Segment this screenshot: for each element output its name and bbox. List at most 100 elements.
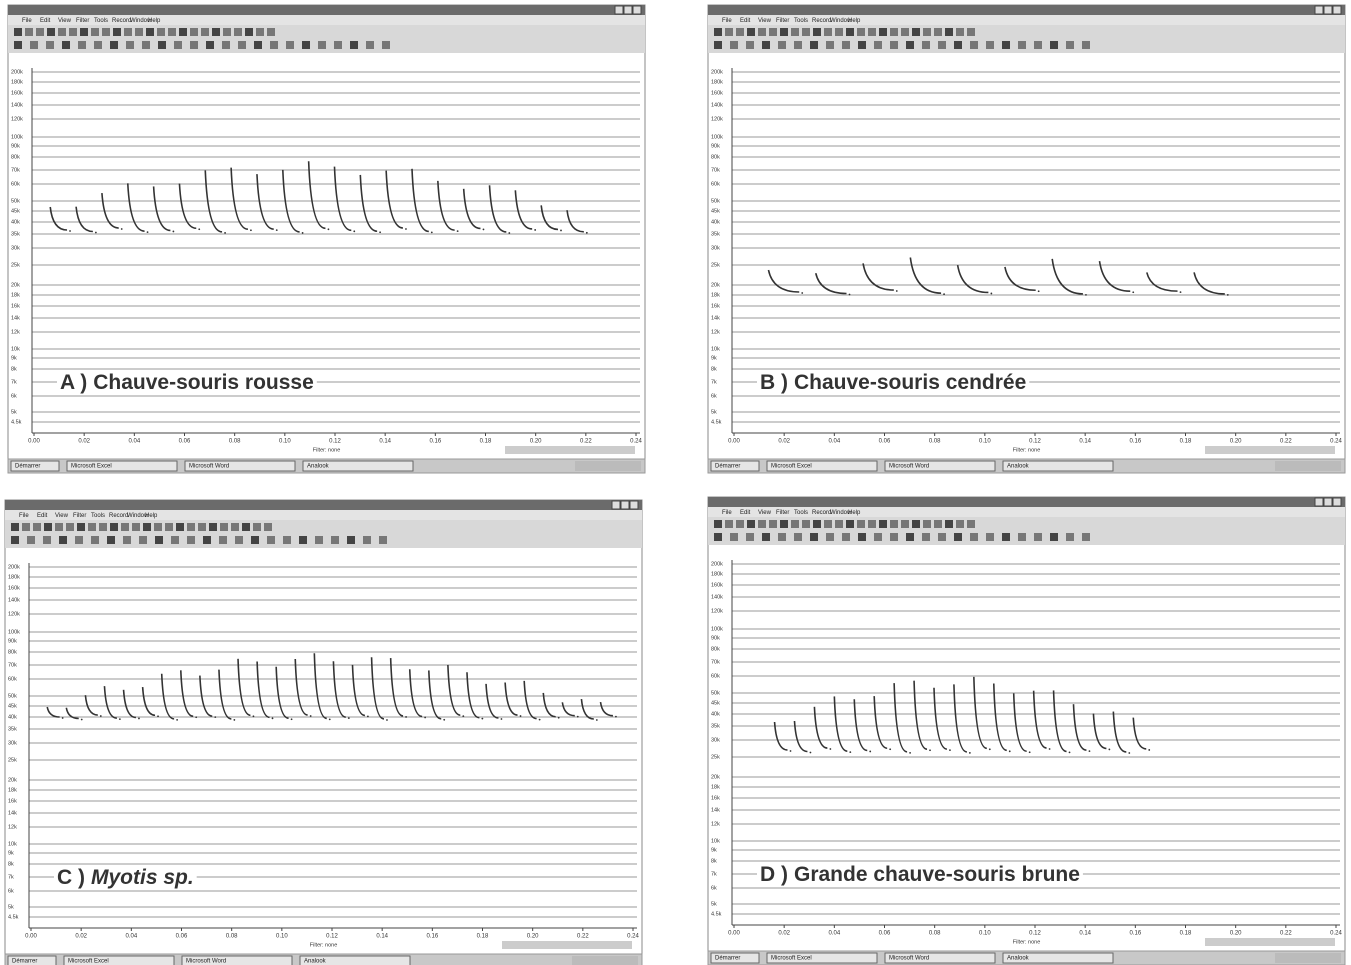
toolbar-button[interactable] <box>44 523 52 531</box>
toolbar-button[interactable] <box>126 41 134 49</box>
toolbar-button[interactable] <box>1066 533 1074 541</box>
toolbar-button[interactable] <box>746 41 754 49</box>
toolbar-button[interactable] <box>231 523 239 531</box>
toolbar-button[interactable] <box>58 28 66 36</box>
window-button[interactable] <box>1333 498 1341 506</box>
menu-item[interactable]: File <box>22 18 32 24</box>
toolbar-button[interactable] <box>176 523 184 531</box>
toolbar-button[interactable] <box>1066 41 1074 49</box>
menu-item[interactable]: Tools <box>91 513 105 519</box>
toolbar-button[interactable] <box>157 28 165 36</box>
window-button[interactable] <box>621 501 629 509</box>
toolbar-button[interactable] <box>264 523 272 531</box>
menu-item[interactable]: View <box>55 513 69 519</box>
toolbar-button[interactable] <box>890 41 898 49</box>
menu-item[interactable]: Filter <box>776 510 789 516</box>
toolbar-button[interactable] <box>1082 533 1090 541</box>
toolbar-button[interactable] <box>857 520 865 528</box>
toolbar-button[interactable] <box>235 536 243 544</box>
toolbar-button[interactable] <box>835 28 843 36</box>
toolbar-button[interactable] <box>206 41 214 49</box>
toolbar-button[interactable] <box>868 28 876 36</box>
toolbar-button[interactable] <box>835 520 843 528</box>
toolbar-button[interactable] <box>47 28 55 36</box>
toolbar-button[interactable] <box>901 520 909 528</box>
toolbar-button[interactable] <box>222 41 230 49</box>
toolbar-button[interactable] <box>139 536 147 544</box>
toolbar-button[interactable] <box>846 28 854 36</box>
toolbar-button[interactable] <box>813 28 821 36</box>
toolbar-button[interactable] <box>366 41 374 49</box>
menu-item[interactable]: Edit <box>740 18 751 24</box>
toolbar-button[interactable] <box>165 523 173 531</box>
toolbar-button[interactable] <box>110 41 118 49</box>
toolbar-button[interactable] <box>954 533 962 541</box>
toolbar-button[interactable] <box>110 523 118 531</box>
toolbar-button[interactable] <box>934 520 942 528</box>
toolbar-button[interactable] <box>171 536 179 544</box>
toolbar-button[interactable] <box>270 41 278 49</box>
toolbar-button[interactable] <box>938 533 946 541</box>
toolbar-button[interactable] <box>780 28 788 36</box>
toolbar-button[interactable] <box>868 520 876 528</box>
toolbar-button[interactable] <box>43 536 51 544</box>
toolbar-button[interactable] <box>251 536 259 544</box>
toolbar-button[interactable] <box>25 28 33 36</box>
toolbar-button[interactable] <box>223 28 231 36</box>
toolbar-button[interactable] <box>334 41 342 49</box>
toolbar-button[interactable] <box>725 520 733 528</box>
toolbar-button[interactable] <box>80 28 88 36</box>
toolbar-button[interactable] <box>142 41 150 49</box>
toolbar-button[interactable] <box>198 523 206 531</box>
toolbar-button[interactable] <box>1018 41 1026 49</box>
toolbar-button[interactable] <box>826 41 834 49</box>
menu-item[interactable]: View <box>758 510 772 516</box>
toolbar-button[interactable] <box>922 533 930 541</box>
toolbar-button[interactable] <box>1002 533 1010 541</box>
toolbar-button[interactable] <box>347 536 355 544</box>
toolbar-button[interactable] <box>970 533 978 541</box>
toolbar-button[interactable] <box>758 520 766 528</box>
toolbar-button[interactable] <box>62 41 70 49</box>
toolbar-button[interactable] <box>970 41 978 49</box>
toolbar-button[interactable] <box>121 523 129 531</box>
toolbar-button[interactable] <box>267 28 275 36</box>
toolbar-button[interactable] <box>379 536 387 544</box>
toolbar-button[interactable] <box>113 28 121 36</box>
toolbar-button[interactable] <box>906 41 914 49</box>
toolbar-button[interactable] <box>135 28 143 36</box>
toolbar-button[interactable] <box>730 533 738 541</box>
toolbar-button[interactable] <box>1034 533 1042 541</box>
toolbar-button[interactable] <box>762 41 770 49</box>
menu-item[interactable]: Help <box>148 18 161 24</box>
toolbar-button[interactable] <box>780 520 788 528</box>
window-button[interactable] <box>612 501 620 509</box>
toolbar-button[interactable] <box>874 533 882 541</box>
toolbar-button[interactable] <box>906 533 914 541</box>
toolbar-button[interactable] <box>209 523 217 531</box>
toolbar-button[interactable] <box>938 41 946 49</box>
menu-item[interactable]: Filter <box>73 513 86 519</box>
toolbar-button[interactable] <box>212 28 220 36</box>
toolbar-button[interactable] <box>283 536 291 544</box>
menu-item[interactable]: File <box>722 510 732 516</box>
menu-item[interactable]: Tools <box>794 18 808 24</box>
toolbar-button[interactable] <box>123 536 131 544</box>
toolbar-button[interactable] <box>91 28 99 36</box>
toolbar-button[interactable] <box>102 28 110 36</box>
toolbar-button[interactable] <box>286 41 294 49</box>
toolbar-button[interactable] <box>190 41 198 49</box>
toolbar-button[interactable] <box>318 41 326 49</box>
menu-item[interactable]: View <box>58 18 72 24</box>
menu-item[interactable]: Record <box>109 513 128 519</box>
toolbar-button[interactable] <box>155 536 163 544</box>
toolbar-button[interactable] <box>234 28 242 36</box>
toolbar-button[interactable] <box>736 520 744 528</box>
toolbar-button[interactable] <box>794 41 802 49</box>
toolbar-button[interactable] <box>846 520 854 528</box>
toolbar-button[interactable] <box>99 523 107 531</box>
toolbar-button[interactable] <box>302 41 310 49</box>
toolbar-button[interactable] <box>220 523 228 531</box>
toolbar-button[interactable] <box>967 28 975 36</box>
toolbar-button[interactable] <box>857 28 865 36</box>
